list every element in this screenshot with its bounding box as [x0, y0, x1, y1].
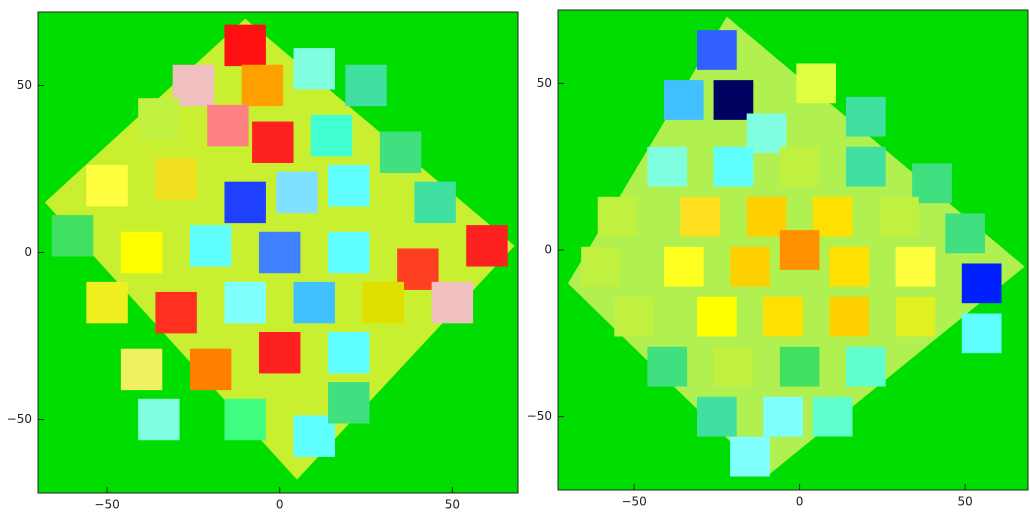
- bin-cell: [51, 215, 94, 257]
- bin-cell: [155, 158, 197, 200]
- bin-cell: [259, 331, 301, 374]
- bin-cell: [362, 281, 405, 324]
- bin-cell: [241, 64, 284, 107]
- bin-cell: [293, 281, 335, 324]
- y-tick-label: 0: [544, 243, 552, 257]
- bin-cell: [796, 63, 837, 104]
- bin-cell: [647, 146, 688, 187]
- bin-cell: [746, 113, 787, 154]
- bin-cell: [614, 296, 654, 337]
- bin-cell: [293, 48, 335, 90]
- bin-cell: [713, 346, 754, 387]
- bin-cell: [597, 196, 638, 237]
- x-tick-label: 0: [276, 498, 284, 512]
- bin-cell: [961, 313, 1002, 354]
- bin-cell: [647, 346, 688, 387]
- bin-cell: [829, 296, 870, 337]
- bin-cell: [276, 171, 318, 214]
- y-tick-label: −50: [7, 412, 32, 426]
- bin-cell: [779, 146, 820, 187]
- bin-cell: [746, 196, 787, 237]
- y-tick-label: 50: [17, 78, 32, 92]
- bin-cell: [224, 398, 266, 441]
- y-tick-label: 0: [24, 245, 32, 259]
- bin-cell: [829, 246, 870, 287]
- bin-cell: [779, 346, 820, 387]
- bin-cell: [730, 246, 770, 287]
- bin-cell: [697, 396, 737, 437]
- bin-cell: [345, 64, 387, 107]
- bin-cell: [912, 163, 952, 204]
- y-tick-label: 50: [537, 76, 552, 90]
- bin-cell: [663, 246, 704, 287]
- bin-cell: [697, 296, 737, 337]
- bin-cell: [328, 382, 370, 424]
- bin-cell: [252, 121, 294, 163]
- x-tick-label: 50: [957, 495, 972, 509]
- bin-cell: [207, 104, 249, 147]
- bin-cell: [86, 164, 128, 207]
- bin-cell: [224, 181, 266, 224]
- bin-cell: [961, 263, 1002, 304]
- y-tick-label: −50: [527, 409, 552, 423]
- bin-cell: [697, 30, 737, 70]
- bin-cell: [224, 281, 266, 324]
- bin-cell: [895, 296, 936, 337]
- bin-cell: [812, 396, 853, 437]
- bin-cell: [259, 231, 301, 274]
- bin-cell: [713, 146, 754, 187]
- bin-cell: [845, 96, 886, 137]
- bin-cell: [86, 281, 128, 324]
- bin-cell: [581, 246, 621, 287]
- bin-cell: [328, 164, 370, 207]
- x-tick-label: 0: [796, 495, 804, 509]
- bin-cell: [845, 146, 886, 187]
- bin-cell: [189, 348, 232, 391]
- bin-cell: [379, 131, 422, 174]
- bin-cell: [779, 230, 820, 270]
- bin-cell: [879, 196, 919, 237]
- bin-cell: [414, 181, 456, 224]
- bin-cell: [189, 225, 232, 267]
- bin-cell: [138, 98, 180, 140]
- bin-cell: [120, 348, 163, 391]
- bin-cell: [155, 291, 197, 334]
- bin-cell: [120, 231, 163, 274]
- x-tick-label: −50: [621, 495, 646, 509]
- bin-cell: [945, 213, 985, 254]
- x-tick-label: −50: [94, 498, 119, 512]
- bin-cell: [812, 196, 853, 237]
- bin-cell: [713, 80, 754, 120]
- bin-cell: [431, 281, 474, 324]
- bin-cell: [310, 114, 353, 157]
- bin-cell: [663, 80, 704, 120]
- bin-cell: [138, 398, 180, 441]
- bin-cell: [763, 396, 803, 437]
- bin-cell: [680, 196, 721, 237]
- bin-cell: [224, 24, 266, 67]
- bin-cell: [328, 331, 370, 374]
- bin-cell: [328, 231, 370, 274]
- bin-cell: [895, 246, 936, 287]
- bin-cell: [466, 225, 508, 267]
- bin-cell: [763, 296, 803, 337]
- bin-cell: [845, 346, 886, 387]
- x-tick-label: 50: [445, 498, 460, 512]
- bin-cell: [730, 436, 770, 477]
